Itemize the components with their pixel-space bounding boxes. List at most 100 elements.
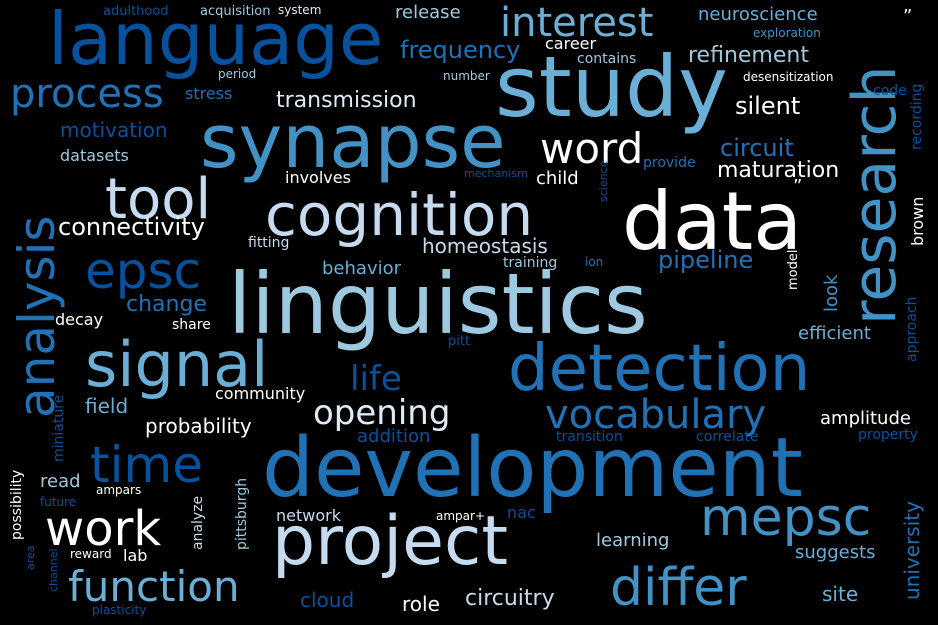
word: read (40, 471, 81, 492)
word: differ (610, 558, 747, 618)
word: efficient (798, 323, 871, 344)
word: vocabulary (545, 392, 767, 438)
word: provide (643, 155, 696, 171)
word: word (540, 124, 644, 173)
word: neuroscience (698, 4, 818, 25)
word: possibility (9, 469, 25, 540)
word: linguistics (228, 255, 648, 353)
word: adulthood (103, 4, 169, 19)
word: stress (185, 84, 233, 103)
word: change (126, 292, 207, 317)
word: language (48, 0, 384, 81)
word: addition (357, 426, 431, 447)
word: circuitry (465, 586, 555, 611)
word: channel (47, 548, 60, 592)
word: field (85, 394, 129, 418)
word: reward (70, 547, 112, 561)
word: pipeline (658, 246, 754, 274)
word: behavior (322, 258, 402, 279)
word: maturation (717, 158, 840, 183)
word: child (536, 168, 579, 189)
word: tool (105, 167, 212, 232)
word: life (350, 359, 402, 399)
word: area (24, 545, 37, 570)
word: desensitization (743, 70, 834, 84)
word: nac (507, 503, 536, 522)
word: mepsc (700, 488, 872, 548)
word: training (503, 255, 558, 271)
word: lab (123, 546, 148, 565)
word: recording (909, 83, 925, 150)
word: datasets (60, 146, 129, 165)
word: involves (285, 168, 351, 187)
word: ampar+ (436, 509, 486, 523)
word: site (822, 582, 859, 606)
word: study (495, 38, 728, 136)
word: opening (313, 393, 451, 433)
word: system (278, 3, 322, 17)
word: brown (908, 196, 927, 246)
word: decay (55, 310, 104, 329)
word: role (402, 592, 440, 616)
word: fitting (248, 235, 290, 251)
word: future (40, 495, 77, 509)
word: look (821, 274, 842, 312)
word: ampars (96, 483, 142, 497)
word: function (68, 562, 240, 611)
word: work (45, 501, 162, 557)
word: career (545, 34, 597, 53)
word: epsc (85, 242, 202, 300)
word: exploration (753, 26, 821, 40)
word: release (395, 2, 461, 23)
word: community (215, 384, 306, 403)
word: period (218, 67, 257, 81)
word: probability (145, 414, 252, 438)
word: ion (585, 255, 604, 269)
word: acquisition (200, 4, 271, 19)
word: model (786, 249, 801, 290)
word: mechanism (464, 167, 528, 180)
word: refinement (688, 43, 809, 68)
word: amplitude (820, 408, 911, 429)
word: circuit (720, 134, 794, 162)
word: pittsburgh (234, 477, 250, 550)
word: network (276, 506, 341, 525)
word: transmission (276, 88, 417, 113)
word: science (597, 160, 610, 202)
word: contains (577, 51, 637, 67)
word: learning (596, 530, 670, 551)
word: ” (903, 6, 913, 27)
word: university (900, 501, 924, 600)
word: time (90, 436, 203, 494)
word: suggests (795, 542, 876, 563)
word: plasticity (92, 603, 147, 617)
word: research (840, 65, 910, 325)
word: share (172, 317, 211, 333)
word: connectivity (58, 213, 205, 241)
word: interest (500, 0, 654, 46)
word: approach (904, 296, 920, 362)
word: cognition (265, 181, 534, 249)
word: frequency (400, 36, 521, 64)
word: silent (735, 92, 801, 120)
word: data (622, 175, 803, 268)
word: process (10, 71, 164, 117)
word: cloud (300, 588, 355, 612)
word: analyze (190, 495, 206, 550)
word: motivation (60, 118, 168, 142)
word: property (858, 427, 918, 443)
word: development (262, 421, 803, 516)
word: miniature (51, 394, 67, 462)
word: ” (793, 176, 803, 197)
word: transition (556, 429, 623, 445)
word: detection (508, 332, 811, 406)
word: homeostasis (422, 234, 548, 258)
word: synapse (200, 99, 506, 185)
word: project (272, 502, 509, 581)
word: pitt (448, 334, 471, 349)
word: number (443, 69, 490, 83)
word: code (873, 83, 907, 99)
word: signal (85, 328, 269, 401)
word: correlate (696, 429, 759, 445)
